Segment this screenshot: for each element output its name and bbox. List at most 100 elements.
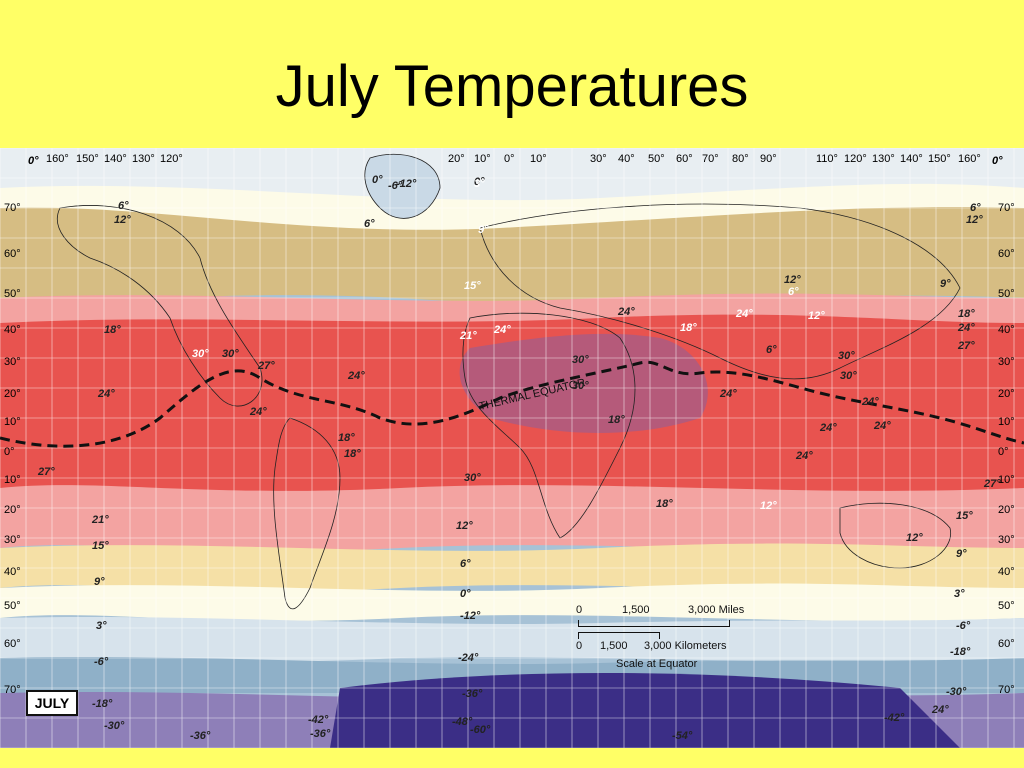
isotherm-label: 15° [92,540,109,552]
isotherm-label: 24° [874,420,891,432]
top-longitude-label: 140° [900,153,923,165]
right-latitude-label: 50° [998,288,1015,300]
left-latitude-label: 10° [4,416,21,428]
isotherm-label: -54° [672,730,693,742]
top-longitude-label: 120° [844,153,867,165]
scale-km-0: 0 [576,640,583,652]
isotherm-label: 12° [784,274,801,286]
top-longitude-label: 110° [816,153,838,165]
isotherm-label: 15° [464,280,481,292]
top-longitude-label: 0° [504,153,515,165]
north-america-outline [57,205,263,407]
right-latitude-label: 20° [998,388,1015,400]
isotherm-label: 12° [114,214,131,226]
isotherm-label: 24° [494,324,511,336]
top-longitude-label: 20° [448,153,465,165]
isotherm-label: 21° [460,330,477,342]
isotherm-label: 30° [838,350,855,362]
isotherm-label: 3° [474,178,485,190]
left-latitude-label: 70° [4,684,21,696]
isotherm-label: 0° [460,588,471,600]
isotherm-label: 30° [464,472,481,484]
isotherm-label: 24° [348,370,365,382]
isotherm-label: -12° [396,178,417,190]
isotherm-label: -36° [190,730,211,742]
sahara-hot-zone [459,333,708,433]
top-longitude-label: 10° [530,153,547,165]
top-longitude-label: 120° [160,153,183,165]
top-longitude-label: 60° [676,153,693,165]
top-longitude-label: 150° [76,153,99,165]
isotherm-label: 6° [766,344,777,356]
scale-miles-0: 0 [576,604,583,616]
greenland-outline [364,153,441,219]
isotherm-label: -36° [310,728,331,740]
right-latitude-label: 70° [998,202,1015,214]
left-latitude-label: 60° [4,248,21,260]
isotherm-label: -42° [308,714,329,726]
isotherm-label: 21° [92,514,109,526]
isotherm-label: -6° [388,180,403,192]
isotherm-label: -42° [884,712,905,724]
isotherm-label: 30° [572,354,589,366]
left-latitude-label: 20° [4,504,21,516]
isotherm-label: 6° [788,286,799,298]
left-latitude-label: 70° [4,202,21,214]
isotherm-map-svg: THERMAL EQUATOR [0,148,1024,748]
isotherm-label: 6° [118,200,129,212]
isotherm-label: -24° [458,652,479,664]
isotherm-label: 0° [372,174,383,186]
isotherm-label: 9° [478,224,489,236]
isotherm-label: 24° [932,704,949,716]
corner-label-top-left: 0° [28,155,39,167]
left-latitude-label: 20° [4,388,21,400]
isotherm-label: 9° [956,548,967,560]
isotherm-label: 24° [820,422,837,434]
scale-note: Scale at Equator [616,658,698,670]
isotherm-label: 9° [94,576,105,588]
map-scale: 0 1,500 3,000 Miles 0 1,500 3,000 Kilome… [570,602,770,682]
scale-miles-bar [578,620,730,627]
band-6-south [0,583,1024,621]
isotherm-label: 18° [656,498,673,510]
scale-km-bar [578,632,660,639]
left-latitude-label: 30° [4,534,21,546]
isotherm-label: -6° [94,656,109,668]
left-latitude-label: 0° [4,446,15,458]
isotherm-label: 30° [222,348,239,360]
band-15 [0,543,1024,591]
band-12 [0,207,1024,303]
isotherm-label: 27° [258,360,275,372]
lat-long-grid [0,148,1024,748]
top-longitude-label: 10° [474,153,491,165]
eurasia-outline [479,203,961,380]
isotherm-label: -48° [452,716,473,728]
isotherm-label: 18° [958,308,975,320]
month-legend-box: JULY [26,690,78,716]
isotherm-label: 6° [460,558,471,570]
right-latitude-label: 40° [998,324,1015,336]
left-latitude-label: 50° [4,600,21,612]
isotherm-label: 12° [456,520,473,532]
isotherm-label: 27° [38,466,55,478]
right-latitude-label: 40° [998,566,1015,578]
isotherm-label: -30° [104,720,125,732]
thermal-equator-line [0,360,1024,448]
isotherm-label: 0° [474,176,485,188]
isotherm-label: 12° [906,532,923,544]
left-latitude-label: 40° [4,566,21,578]
left-latitude-label: 10° [4,474,21,486]
south-america-outline [273,417,341,610]
right-latitude-label: 10° [998,474,1015,486]
left-latitude-label: 50° [4,288,21,300]
right-latitude-label: 60° [998,638,1015,650]
isotherm-label: 3° [954,588,965,600]
right-latitude-label: 10° [998,416,1015,428]
top-longitude-label: 130° [132,153,155,165]
isotherm-label: 18° [344,448,361,460]
isotherm-label: 24° [796,450,813,462]
isotherm-label: 24° [250,406,267,418]
right-latitude-label: 0° [998,446,1009,458]
right-latitude-label: 50° [998,600,1015,612]
top-longitude-label: 130° [872,153,895,165]
